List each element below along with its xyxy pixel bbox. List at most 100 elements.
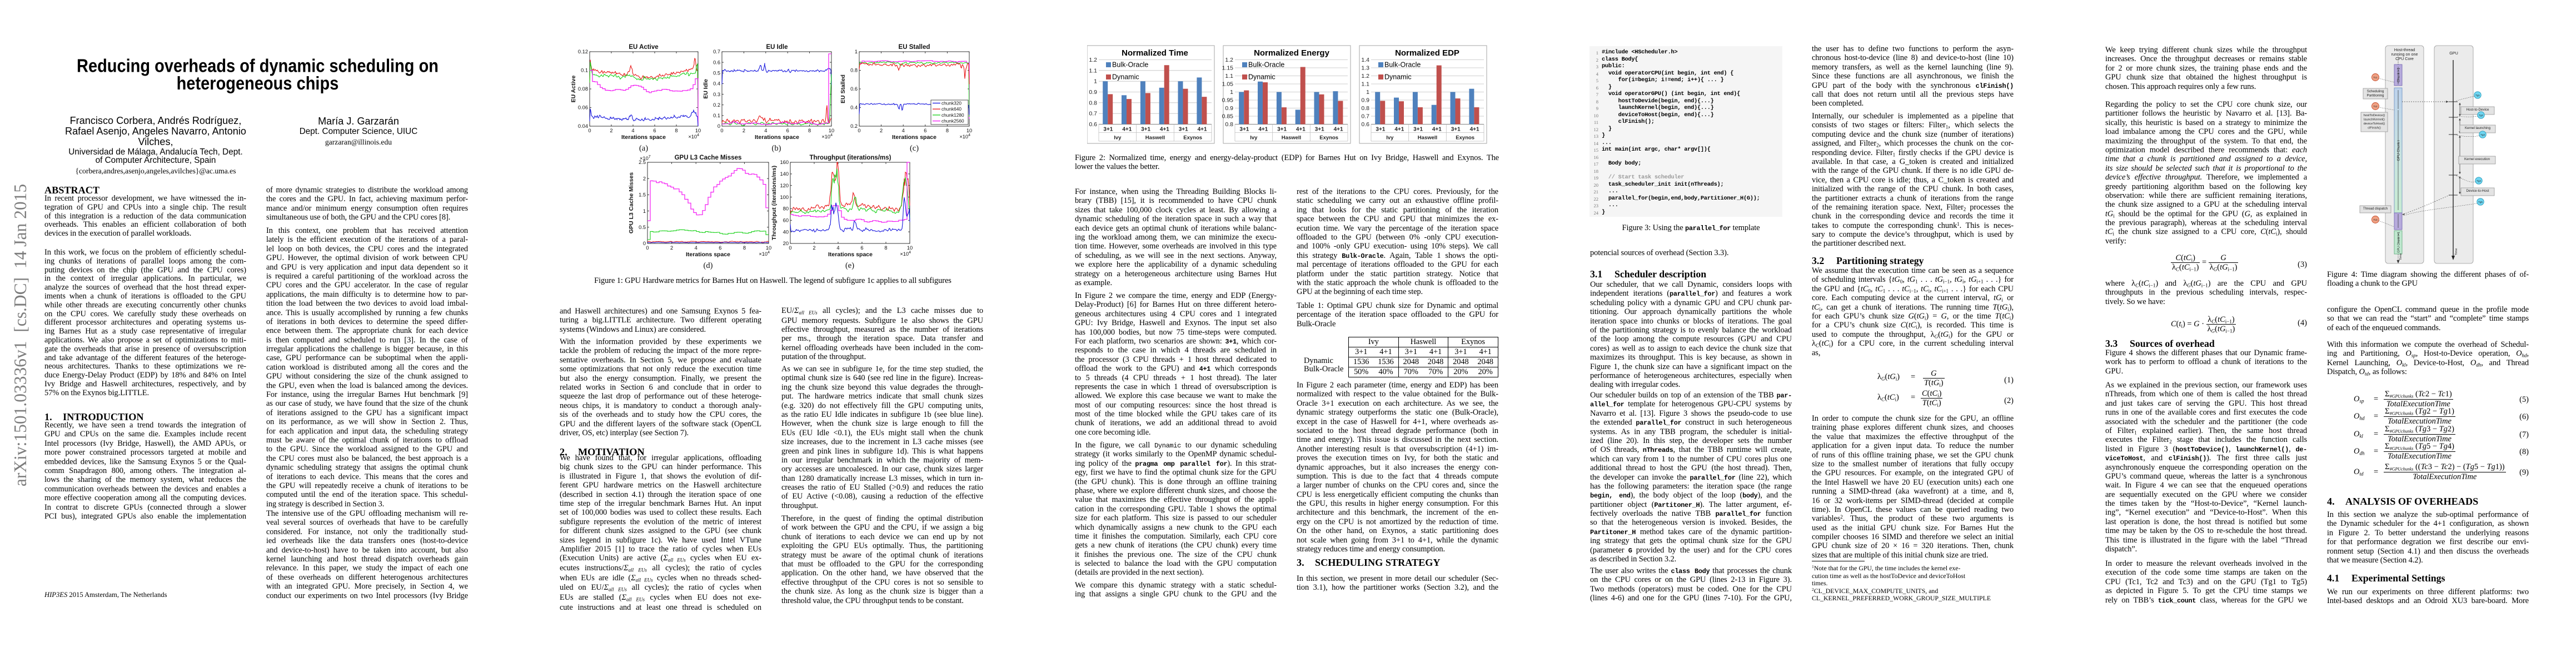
svg-text:Ivy: Ivy (1114, 135, 1122, 141)
svg-text:3+1: 3+1 (1376, 127, 1385, 133)
svg-text:Bulk-Oracle: Bulk-Oracle (1384, 61, 1421, 69)
svg-text:chunk320: chunk320 (941, 101, 961, 106)
svg-text:hostToDevice(): hostToDevice() (2364, 114, 2385, 117)
svg-text:0.9: 0.9 (1225, 105, 1233, 112)
svg-text:4+1: 4+1 (1296, 127, 1306, 133)
svg-text:4+1: 4+1 (1122, 127, 1132, 133)
svg-text:×104: ×104 (959, 133, 970, 140)
svg-text:Host-thread: Host-thread (2394, 47, 2415, 52)
svg-text:80: 80 (783, 206, 789, 212)
svg-text:deviceToHost(): deviceToHost() (2364, 122, 2385, 126)
svg-text:4: 4 (902, 128, 905, 133)
svg-text:Dynamic: Dynamic (1112, 73, 1139, 81)
svg-text:Exynos: Exynos (1456, 135, 1474, 141)
svg-text:GPU L3 Cache Misses: GPU L3 Cache Misses (675, 155, 742, 161)
svg-text:3+1: 3+1 (1239, 127, 1249, 133)
svg-text:Tg2: Tg2 (2479, 114, 2483, 117)
svg-text:2: 2 (670, 245, 673, 251)
svg-text:×104: ×104 (688, 133, 699, 140)
svg-text:1: 1 (855, 49, 858, 54)
svg-text:3+1: 3+1 (1451, 127, 1461, 133)
svg-text:EU Active: EU Active (570, 76, 577, 103)
svg-text:6: 6 (653, 128, 656, 133)
svg-text:Ivy: Ivy (1250, 135, 1258, 141)
svg-text:EU Idle: EU Idle (766, 44, 788, 51)
svg-text:100: 100 (780, 195, 789, 200)
svg-text:4+1: 4+1 (1432, 127, 1442, 133)
svg-text:1.1: 1.1 (1225, 73, 1233, 79)
svg-text:0.8: 0.8 (850, 68, 858, 73)
svg-text:Time: Time (2399, 253, 2403, 261)
svg-text:0.8: 0.8 (1089, 99, 1097, 106)
svg-text:chunk640: chunk640 (941, 106, 961, 112)
svg-text:10: 10 (829, 128, 834, 133)
svg-text:Dynamic: Dynamic (1384, 73, 1412, 81)
svg-text:6: 6 (719, 245, 721, 251)
svg-text:4+1: 4+1 (1470, 127, 1479, 133)
svg-text:Chunk i-1: Chunk i-1 (2397, 67, 2401, 82)
svg-text:3+1: 3+1 (1413, 127, 1423, 133)
svg-text:4+1: 4+1 (1160, 127, 1169, 133)
svg-text:0.7: 0.7 (713, 49, 720, 54)
svg-text:2: 2 (743, 128, 745, 133)
svg-text:Haswell: Haswell (1282, 135, 1301, 141)
svg-text:1: 1 (643, 208, 646, 214)
svg-text:4+1: 4+1 (1198, 127, 1207, 133)
svg-text:Iterations space: Iterations space (828, 251, 873, 258)
svg-text:(d): (d) (704, 261, 713, 270)
svg-text:1: 1 (1230, 89, 1233, 96)
svg-text:0.06: 0.06 (578, 105, 588, 111)
svg-text:0.08: 0.08 (578, 86, 588, 92)
svg-text:20: 20 (783, 241, 789, 246)
svg-text:0.3: 0.3 (713, 92, 720, 97)
svg-text:Exynos: Exynos (1183, 135, 1202, 141)
svg-text:4: 4 (695, 245, 697, 251)
svg-text:10: 10 (766, 245, 771, 251)
svg-text:1.1: 1.1 (1089, 67, 1097, 74)
svg-text:0: 0 (789, 245, 791, 251)
svg-text:4+1: 4+1 (1334, 127, 1343, 133)
svg-text:0.1: 0.1 (581, 68, 588, 73)
svg-text:0.4: 0.4 (850, 105, 858, 111)
svg-text:Ivy: Ivy (1386, 135, 1394, 141)
svg-text:clFinish(): clFinish() (2368, 127, 2381, 130)
svg-text:0.9: 0.9 (1361, 97, 1369, 104)
svg-text:0.04: 0.04 (578, 123, 588, 129)
svg-text:Tc2: Tc2 (2373, 105, 2378, 108)
svg-text:GPU Chunk i+1: GPU Chunk i+1 (2398, 232, 2401, 253)
svg-text:launchKernel(): launchKernel() (2364, 118, 2385, 122)
svg-text:GPU: GPU (2449, 51, 2458, 56)
svg-text:Bulk-Oracle: Bulk-Oracle (1248, 61, 1284, 69)
svg-text:chunk1280: chunk1280 (941, 112, 964, 118)
svg-text:Tc3: Tc3 (2373, 218, 2378, 221)
svg-text:Throughput (iterations/ms): Throughput (iterations/ms) (810, 155, 891, 161)
svg-text:0.85: 0.85 (1222, 113, 1234, 120)
svg-text:chunk2560: chunk2560 (941, 118, 964, 124)
svg-text:(e): (e) (845, 261, 854, 270)
svg-text:2.5: 2.5 (639, 160, 646, 165)
svg-text:0: 0 (720, 128, 723, 133)
svg-text:8: 8 (808, 128, 811, 133)
svg-text:Exynos: Exynos (1319, 135, 1338, 141)
svg-text:0: 0 (718, 123, 720, 129)
svg-text:0: 0 (646, 245, 649, 251)
svg-text:6: 6 (786, 128, 789, 133)
svg-text:2: 2 (880, 128, 883, 133)
svg-text:120: 120 (780, 183, 789, 188)
svg-text:EU Stalled: EU Stalled (899, 44, 930, 51)
svg-text:0.6: 0.6 (713, 59, 720, 65)
svg-text:×104: ×104 (759, 251, 770, 257)
svg-text:×104: ×104 (821, 133, 833, 140)
svg-text:Device-to-Host: Device-to-Host (2467, 189, 2489, 193)
svg-text:Normalized EDP: Normalized EDP (1395, 48, 1459, 58)
svg-text:6: 6 (860, 245, 863, 251)
svg-text:Thread dispatch: Thread dispatch (2363, 207, 2388, 211)
svg-text:0.6: 0.6 (1089, 121, 1097, 128)
svg-text:8: 8 (675, 128, 677, 133)
svg-text:40: 40 (783, 229, 789, 235)
svg-text:Tg3: Tg3 (2480, 133, 2485, 136)
svg-text:Dynamic: Dynamic (1248, 73, 1275, 81)
svg-text:0.12: 0.12 (578, 49, 588, 54)
svg-text:4: 4 (836, 245, 839, 251)
svg-text:Haswell: Haswell (1145, 135, 1165, 141)
